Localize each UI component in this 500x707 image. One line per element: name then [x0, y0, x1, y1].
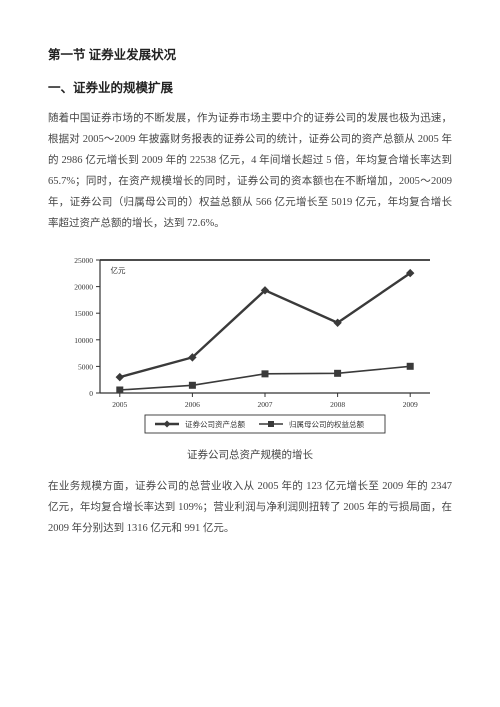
- svg-text:归属母公司的权益总额: 归属母公司的权益总额: [289, 419, 364, 429]
- paragraph-2: 在业务规模方面，证券公司的总营业收入从 2005 年的 123 亿元增长至 20…: [48, 476, 452, 539]
- svg-text:15000: 15000: [74, 309, 93, 318]
- svg-text:0: 0: [89, 389, 93, 398]
- section-title: 第一节 证券业发展状况: [48, 44, 452, 63]
- svg-text:亿元: 亿元: [111, 265, 126, 275]
- svg-text:25000: 25000: [74, 256, 93, 265]
- line-chart-svg: 亿元 0 5000 10000 15000 20000 25000 2005 2006 2007 2…: [58, 244, 442, 439]
- asset-growth-chart: 亿元 0 5000 10000 15000 20000 25000 2005 2006 2007 2…: [58, 244, 442, 439]
- svg-text:2005: 2005: [112, 400, 127, 409]
- svg-text:20000: 20000: [74, 283, 93, 292]
- svg-text:证券公司资产总额: 证券公司资产总额: [185, 419, 245, 429]
- svg-text:5000: 5000: [78, 362, 93, 371]
- svg-text:10000: 10000: [74, 336, 93, 345]
- svg-text:2006: 2006: [185, 400, 200, 409]
- svg-text:2008: 2008: [330, 400, 345, 409]
- chart-caption: 证券公司总资产规模的增长: [48, 447, 452, 462]
- paragraph-1: 随着中国证券市场的不断发展，作为证券市场主要中介的证券公司的发展也极为迅速，根据…: [48, 108, 452, 234]
- svg-text:2009: 2009: [403, 400, 418, 409]
- svg-text:2007: 2007: [258, 400, 273, 409]
- sub-title: 一、证券业的规模扩展: [48, 77, 452, 96]
